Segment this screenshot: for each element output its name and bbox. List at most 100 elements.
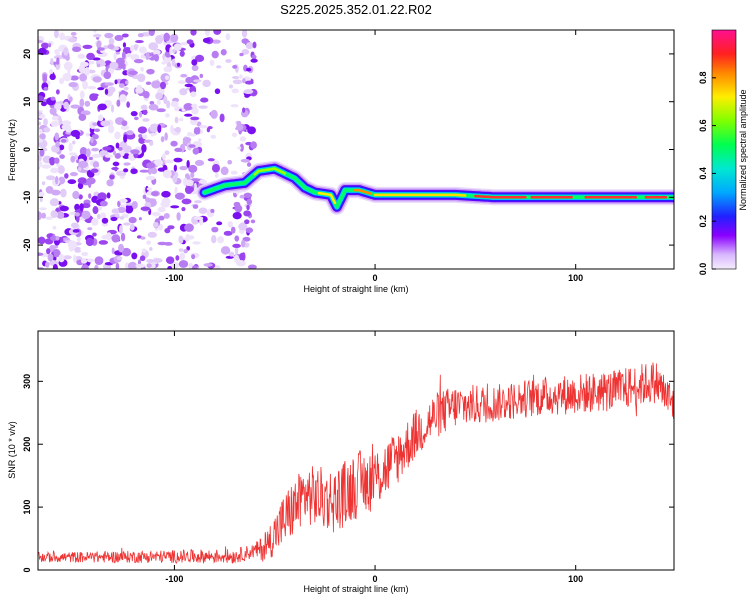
spectrogram-noise-blob bbox=[157, 223, 164, 231]
spectrogram-noise-blob bbox=[230, 170, 238, 175]
spectrogram-noise-blob bbox=[186, 160, 190, 168]
spectrogram-noise-blob bbox=[130, 149, 140, 155]
spectrogram-noise-blob bbox=[190, 91, 197, 98]
spectrogram-noise-blob bbox=[81, 202, 91, 209]
spectrogram-noise-blob bbox=[130, 111, 138, 117]
spectrogram-noise-blob bbox=[78, 194, 83, 200]
spectrogram-noise-blob bbox=[130, 168, 138, 175]
spectrogram-noise-blob bbox=[146, 187, 153, 191]
spectrogram-noise-blob bbox=[152, 211, 161, 217]
spectrogram-noise-blob bbox=[244, 94, 250, 98]
spectrogram-noise-blob bbox=[170, 33, 179, 43]
spectrogram-noise-blob bbox=[239, 52, 244, 57]
spectrogram-noise-blob bbox=[109, 61, 119, 70]
spectrogram-noise-blob bbox=[190, 30, 197, 36]
spectrogram-noise-blob bbox=[177, 80, 187, 85]
spectrogram-noise-blob bbox=[190, 116, 200, 121]
spectrogram-noise-blob bbox=[152, 221, 159, 228]
spectrogram-noise-blob bbox=[38, 236, 46, 245]
spectrogram-noise-blob bbox=[141, 143, 147, 153]
spectrogram-noise-blob bbox=[178, 248, 184, 252]
spectrogram-noise-blob bbox=[145, 175, 156, 181]
spectrogram-noise-blob bbox=[91, 154, 102, 158]
spectrogram-ytick-label: 0 bbox=[22, 147, 32, 152]
spectrogram-noise-blob bbox=[123, 134, 128, 143]
spectrogram-noise-blob bbox=[146, 258, 155, 264]
spectrogram-noise-blob bbox=[116, 99, 121, 107]
spectrogram-noise-blob bbox=[50, 189, 61, 196]
spectrogram-noise-blob bbox=[157, 206, 166, 213]
spectrogram-noise-blob bbox=[121, 51, 126, 60]
spectrogram-noise-blob bbox=[75, 134, 80, 140]
spectrogram-noise-blob bbox=[38, 154, 42, 163]
spectrogram-noise-blob bbox=[115, 142, 120, 149]
spectrogram-noise-blob bbox=[38, 111, 42, 117]
spectrogram-noise-blob bbox=[246, 204, 250, 211]
spectrogram-noise-blob bbox=[175, 255, 180, 261]
spectrogram-noise-blob bbox=[196, 126, 201, 135]
spectrogram-ridge-peak bbox=[373, 193, 467, 197]
spectrogram-noise-blob bbox=[220, 166, 229, 176]
spectrogram-noise-blob bbox=[148, 42, 159, 51]
spectrogram-ytick-label: -10 bbox=[22, 191, 32, 204]
spectrogram-noise-blob bbox=[138, 134, 143, 138]
spectrogram-noise-blob bbox=[139, 255, 146, 262]
spectrogram-noise-blob bbox=[237, 146, 242, 150]
spectrogram-noise-blob bbox=[99, 62, 106, 67]
spectrogram-noise-blob bbox=[153, 258, 163, 263]
spectrogram-noise-blob bbox=[220, 49, 227, 56]
spectrogram-noise-blob bbox=[138, 217, 142, 221]
spectrogram-noise-blob bbox=[164, 132, 168, 141]
spectrogram-noise-blob bbox=[152, 49, 161, 55]
spectrogram-noise-blob bbox=[174, 126, 181, 133]
spectrogram-noise-blob bbox=[151, 167, 158, 175]
spectrogram-noise-blob bbox=[49, 156, 56, 166]
spectrogram-noise-blob bbox=[161, 61, 168, 65]
spectrogram-noise-blob bbox=[155, 92, 163, 100]
spectrogram-noise-blob bbox=[161, 190, 171, 198]
spectrogram-noise-blob bbox=[122, 46, 133, 55]
spectrogram-noise-blob bbox=[174, 147, 183, 153]
spectrogram-noise-blob bbox=[157, 124, 162, 133]
spectrogram-noise-blob bbox=[169, 47, 173, 56]
spectrogram-noise-blob bbox=[63, 61, 73, 71]
spectrogram-noise-blob bbox=[192, 265, 198, 269]
spectrogram-noise-blob bbox=[146, 263, 152, 268]
spectrogram-noise-blob bbox=[193, 182, 197, 192]
spectrogram-noise-blob bbox=[239, 136, 247, 142]
spectrogram-noise-blob bbox=[76, 159, 80, 164]
spectrogram-noise-blob bbox=[117, 147, 123, 151]
spectrogram-xlabel: Height of straight line (km) bbox=[303, 284, 408, 294]
spectrogram-noise-blob bbox=[60, 188, 67, 198]
spectrogram-noise-blob bbox=[79, 73, 88, 82]
spectrogram-noise-blob bbox=[68, 152, 77, 156]
spectrogram-noise-blob bbox=[142, 134, 148, 140]
spectrogram-ylabel: Frequency (Hz) bbox=[7, 119, 17, 181]
spectrogram-noise-blob bbox=[79, 147, 88, 156]
spectrogram-noise-blob bbox=[142, 109, 148, 116]
spectrogram-noise-blob bbox=[60, 138, 67, 143]
spectrogram-noise-blob bbox=[135, 263, 146, 268]
spectrogram-noise-blob bbox=[153, 159, 164, 167]
spectrogram-noise-blob bbox=[211, 163, 220, 173]
spectrogram-noise-blob bbox=[101, 234, 109, 240]
spectrogram-noise-blob bbox=[38, 266, 44, 269]
spectrogram-noise-blob bbox=[39, 128, 43, 135]
spectrogram-noise-blob bbox=[59, 32, 65, 41]
spectrogram-noise-blob bbox=[211, 235, 217, 244]
spectrogram-noise-blob bbox=[171, 58, 176, 67]
snr-ytick-label: 0 bbox=[22, 567, 32, 572]
spectrogram-noise-blob bbox=[131, 201, 138, 209]
spectrogram-noise-blob bbox=[72, 229, 80, 233]
spectrogram-noise-blob bbox=[232, 132, 238, 138]
spectrogram-noise-blob bbox=[63, 101, 69, 110]
spectrogram-noise-blob bbox=[119, 94, 127, 103]
spectrogram-noise-blob bbox=[122, 42, 127, 48]
spectrogram-noise-blob bbox=[52, 263, 58, 269]
spectrogram-noise-blob bbox=[52, 225, 57, 230]
spectrogram-noise-blob bbox=[150, 262, 156, 269]
spectrogram-noise-blob bbox=[141, 248, 147, 253]
spectrogram-noise-blob bbox=[47, 253, 54, 262]
spectrogram-noise-blob bbox=[148, 30, 155, 36]
